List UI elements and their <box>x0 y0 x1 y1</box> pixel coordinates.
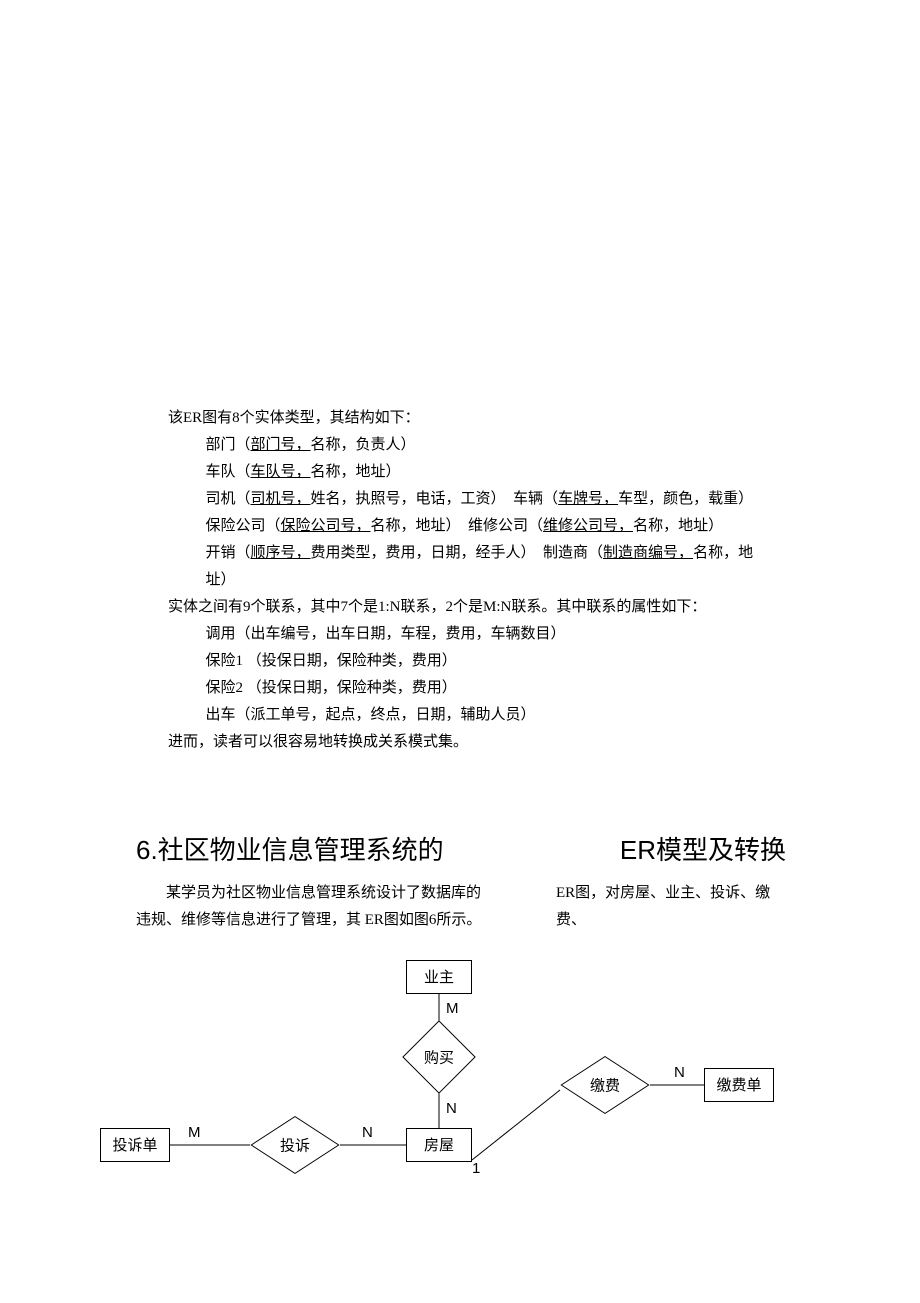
entity-cform: 投诉单 <box>100 1128 170 1162</box>
entity-pform: 缴费单 <box>704 1068 774 1102</box>
relation-buy: 购买 <box>403 1032 475 1082</box>
entity-description-block: 该ER图有8个实体类型，其结构如下： 部门（部门号，名称，负责人） 车队（车队号… <box>168 405 768 756</box>
relation-pay: 缴费 <box>560 1060 650 1110</box>
diagram-edge <box>472 1090 560 1160</box>
relation-label: 购买 <box>424 1047 454 1068</box>
text-line: 保险1 （投保日期，保险种类，费用） <box>168 648 768 675</box>
section-heading: 6.社区物业信息管理系统的 ER模型及转换 <box>136 830 786 867</box>
cardinality-label: N <box>674 1064 685 1081</box>
heading-left: 6.社区物业信息管理系统的 <box>136 835 444 865</box>
para-segment: ER图，对房屋、业主、投诉、缴费、 <box>556 880 786 934</box>
intro-paragraph: 某学员为社区物业信息管理系统设计了数据库的 ER图，对房屋、业主、投诉、缴费、 … <box>136 880 786 934</box>
text-line: 车队（车队号，名称，地址） <box>168 459 768 486</box>
text-line: 调用（出车编号，出车日期，车程，费用，车辆数目） <box>168 621 768 648</box>
text-line: 进而，读者可以很容易地转换成关系模式集。 <box>168 729 768 756</box>
entity-house: 房屋 <box>406 1128 472 1162</box>
relation-complain: 投诉 <box>250 1120 340 1170</box>
text-line: 保险2 （投保日期，保险种类，费用） <box>168 675 768 702</box>
cardinality-label: 1 <box>472 1160 480 1177</box>
cardinality-label: N <box>362 1124 373 1141</box>
relation-label: 投诉 <box>280 1135 310 1156</box>
text-line: 司机（司机号，姓名，执照号，电话，工资） 车辆（车牌号，车型，颜色，载重） <box>168 486 768 513</box>
heading-right: ER模型及转换 <box>620 830 786 867</box>
text-line: 保险公司（保险公司号，名称，地址） 维修公司（维修公司号，名称，地址） <box>168 513 768 540</box>
text-line: 部门（部门号，名称，负责人） <box>168 432 768 459</box>
er-diagram: 业主购买房屋 投诉 投诉单 缴费 缴费单 M N N M N 1 <box>100 960 820 1220</box>
text-line: 该ER图有8个实体类型，其结构如下： <box>168 405 768 432</box>
entity-owner: 业主 <box>406 960 472 994</box>
cardinality-label: N <box>446 1100 457 1117</box>
text-line: 出车（派工单号，起点，终点，日期，辅助人员） <box>168 702 768 729</box>
cardinality-label: M <box>446 1000 459 1017</box>
para-segment: 某学员为社区物业信息管理系统设计了数据库的 <box>136 880 481 907</box>
text-line: 开销（顺序号，费用类型，费用，日期，经手人） 制造商（制造商编号，名称，地址） <box>168 540 768 594</box>
relation-label: 缴费 <box>590 1075 620 1096</box>
cardinality-label: M <box>188 1124 201 1141</box>
text-line: 实体之间有9个联系，其中7个是1:N联系，2个是M:N联系。其中联系的属性如下： <box>168 594 768 621</box>
